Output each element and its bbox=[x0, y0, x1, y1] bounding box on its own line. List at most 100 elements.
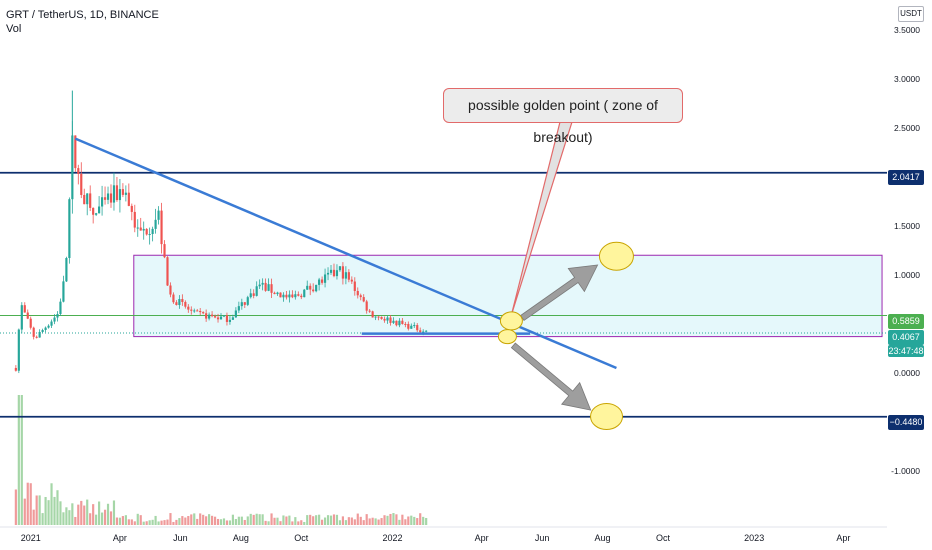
volume-bar bbox=[380, 518, 383, 525]
volume-bar bbox=[335, 514, 339, 525]
candle-body bbox=[338, 266, 342, 271]
golden-point-callout[interactable]: possible golden point ( zone of breakout… bbox=[443, 88, 683, 145]
volume-bar bbox=[208, 514, 211, 525]
volume-bar bbox=[145, 521, 148, 525]
volume-bar bbox=[210, 515, 214, 525]
direction-arrow-0 bbox=[520, 264, 599, 321]
volume-bar bbox=[231, 514, 234, 525]
volume-bar bbox=[329, 515, 333, 525]
volume-bar bbox=[89, 513, 92, 525]
volume-bar bbox=[98, 501, 101, 525]
candle-body bbox=[234, 310, 237, 318]
volume-bar bbox=[332, 514, 336, 525]
candle-body bbox=[169, 285, 172, 295]
volume-bar bbox=[338, 520, 342, 525]
volume-bar bbox=[425, 517, 428, 525]
candle-body bbox=[124, 192, 127, 195]
volume-bar bbox=[306, 515, 309, 525]
candle-body bbox=[190, 309, 193, 311]
price-label-2-0417: 2.0417 bbox=[888, 170, 924, 185]
candle-body bbox=[368, 310, 371, 312]
candle-body bbox=[398, 320, 401, 326]
volume-bar bbox=[29, 483, 32, 525]
volume-bar bbox=[258, 514, 261, 525]
volume-bar bbox=[112, 500, 116, 525]
volume-bar bbox=[213, 516, 217, 525]
volume-bar bbox=[326, 515, 330, 525]
candle-body bbox=[29, 318, 32, 328]
volume-bar bbox=[184, 517, 187, 525]
volume-bar bbox=[130, 519, 133, 525]
candle-body bbox=[77, 168, 80, 174]
volume-bar bbox=[410, 515, 413, 525]
volume-bar bbox=[74, 516, 77, 525]
candle-body bbox=[56, 314, 59, 318]
candle-body bbox=[41, 329, 44, 332]
volume-bar bbox=[71, 503, 74, 525]
candle-body bbox=[309, 285, 312, 290]
price-label-neg-0-4480: −0.4480 bbox=[888, 415, 924, 430]
candle-body bbox=[237, 306, 240, 311]
volume-bar bbox=[50, 483, 53, 525]
y-tick-label: 1.0000 bbox=[894, 270, 920, 280]
candle-body bbox=[231, 317, 234, 320]
candle-body bbox=[276, 292, 279, 295]
candle-body bbox=[294, 294, 297, 298]
volume-bar bbox=[68, 510, 71, 525]
candle-body bbox=[321, 279, 324, 283]
candle-body bbox=[350, 279, 353, 282]
candle-body bbox=[335, 270, 339, 277]
candle-body bbox=[187, 306, 190, 310]
candle-body bbox=[208, 314, 211, 319]
candle-body bbox=[127, 192, 130, 206]
candle-body bbox=[17, 329, 20, 371]
volume-bar bbox=[142, 521, 145, 525]
price-label-current: 0.4067 bbox=[888, 330, 924, 345]
volume-bar bbox=[401, 514, 404, 525]
volume-bar bbox=[127, 519, 130, 525]
candle-body bbox=[282, 294, 285, 298]
candle-body bbox=[20, 305, 23, 330]
volume-bar bbox=[234, 519, 237, 525]
candle-body bbox=[112, 185, 116, 203]
direction-arrow-1 bbox=[510, 342, 592, 411]
candle-body bbox=[115, 185, 119, 201]
volume-indicator-label[interactable]: Vol bbox=[6, 23, 22, 35]
volume-bar bbox=[362, 520, 365, 525]
volume-bar bbox=[318, 514, 321, 525]
volume-bar bbox=[419, 513, 422, 525]
volume-bar bbox=[276, 517, 279, 525]
candle-body bbox=[89, 193, 92, 208]
candle-body bbox=[416, 325, 419, 331]
volume-bar bbox=[341, 516, 344, 525]
candle-body bbox=[109, 193, 113, 203]
candles-layer bbox=[14, 90, 428, 374]
volume-bar bbox=[383, 515, 386, 525]
candle-body bbox=[353, 281, 356, 291]
volume-bar bbox=[136, 513, 139, 525]
candle-body bbox=[300, 295, 303, 298]
price-label-0-5859: 0.5859 bbox=[888, 314, 924, 329]
volume-bar bbox=[77, 504, 80, 525]
volume-bar bbox=[169, 513, 172, 525]
volume-bar bbox=[264, 520, 267, 525]
volume-layer bbox=[14, 395, 428, 525]
x-tick-label: Apr bbox=[475, 533, 489, 543]
candle-body bbox=[246, 297, 249, 305]
candle-body bbox=[374, 316, 377, 318]
candle-body bbox=[243, 302, 246, 305]
volume-bar bbox=[115, 517, 119, 525]
volume-bar bbox=[154, 515, 157, 525]
candle-body bbox=[133, 211, 136, 228]
currency-button[interactable]: USDT bbox=[898, 6, 924, 22]
volume-bar bbox=[395, 514, 398, 525]
x-tick-label: Oct bbox=[294, 533, 309, 543]
volume-bar bbox=[422, 516, 425, 525]
candle-body bbox=[26, 312, 29, 319]
volume-bar bbox=[148, 520, 151, 525]
volume-bar bbox=[133, 521, 136, 525]
volume-bar bbox=[199, 513, 202, 525]
volume-bar bbox=[47, 500, 50, 525]
volume-bar bbox=[65, 507, 68, 525]
